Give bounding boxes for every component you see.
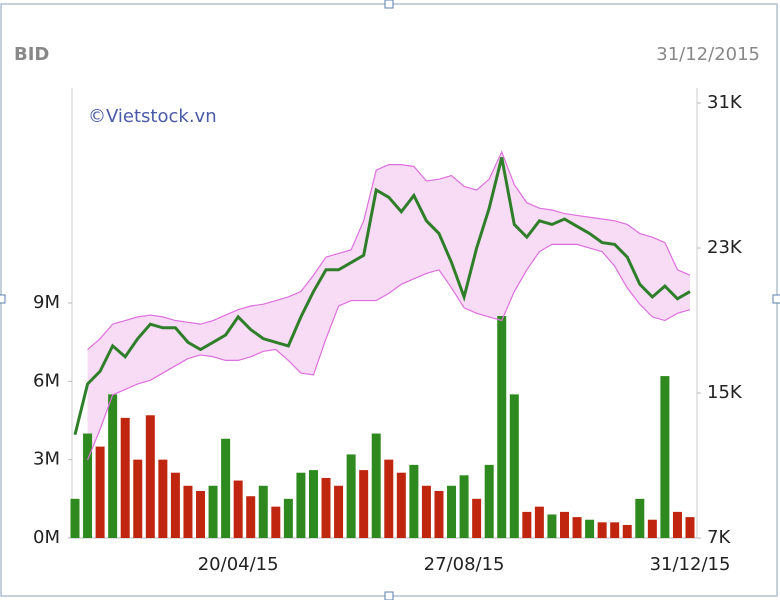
handle [384, 0, 394, 9]
volume-bar [145, 415, 155, 538]
volume-bar [158, 459, 168, 538]
price-line [73, 157, 691, 436]
watermark: ©Vietstock.vn [88, 106, 217, 127]
volume-bar [359, 470, 369, 538]
handle [0, 294, 6, 304]
handle [772, 294, 780, 304]
volume-bar [334, 485, 344, 538]
volume-bar [95, 446, 105, 538]
y-tick-label: 3M [33, 449, 60, 470]
volume-bar [396, 472, 406, 538]
volume-bar [459, 475, 469, 538]
volume-bar [635, 498, 645, 538]
volume-bar [221, 438, 231, 538]
volume-bar [622, 524, 632, 538]
volume-bar [70, 498, 80, 538]
volume-bar [597, 522, 607, 538]
volume-bar [421, 485, 431, 538]
volume-bar [672, 511, 682, 538]
y2-tick-label: 7K [707, 527, 731, 548]
volume-bar [271, 506, 281, 538]
volume-bar [233, 480, 243, 538]
chart-date: 31/12/2015 [656, 44, 760, 65]
band-fill [87, 151, 690, 461]
volume-bar [497, 316, 507, 538]
volume-bar [371, 433, 381, 538]
y-tick-label: 6M [33, 370, 60, 391]
volume-bar [120, 417, 130, 538]
handle [384, 591, 394, 600]
volume-bar [83, 433, 93, 538]
y-tick-label: 0M [33, 527, 60, 548]
volume-bar [384, 459, 394, 538]
volume-bar [258, 485, 268, 538]
volume-bar [547, 514, 557, 538]
volume-bar [522, 511, 532, 538]
volume-bar [660, 376, 670, 538]
volume-bar [534, 506, 544, 538]
y-tick-label: 9M [33, 292, 60, 313]
x-tick-label: 27/08/15 [424, 554, 505, 575]
y2-tick-label: 23K [707, 237, 743, 258]
volume-bar [685, 517, 695, 538]
volume-bar [308, 470, 318, 538]
volume-bar [170, 472, 180, 538]
volume-bar [610, 522, 620, 538]
volume-bar [196, 490, 206, 538]
volume-bar [572, 517, 582, 538]
band-lower [86, 243, 691, 461]
volume-bar [321, 477, 331, 538]
volume-bar [296, 472, 306, 538]
volume-bar [472, 498, 482, 538]
volume-bar [346, 454, 356, 538]
band-upper [87, 150, 691, 350]
volume-bar [509, 394, 519, 538]
y2-tick-label: 15K [707, 382, 743, 403]
x-tick-label: 20/04/15 [198, 554, 279, 575]
volume-bar [484, 464, 494, 538]
volume-bar [183, 485, 193, 538]
x-tick-label: 31/12/15 [650, 554, 731, 575]
y2-tick-label: 31K [707, 92, 743, 113]
volume-bar [283, 498, 293, 538]
volume-bar [434, 490, 444, 538]
chart-title: BID [14, 44, 49, 65]
volume-bar [559, 511, 569, 538]
volume-bar [447, 485, 457, 538]
volume-bar [133, 459, 143, 538]
volume-bar [585, 519, 595, 538]
volume-bar [208, 485, 218, 538]
volume-bar [108, 394, 118, 538]
volume-bar [647, 519, 657, 538]
volume-bar [246, 496, 256, 538]
volume-bar [409, 464, 419, 538]
